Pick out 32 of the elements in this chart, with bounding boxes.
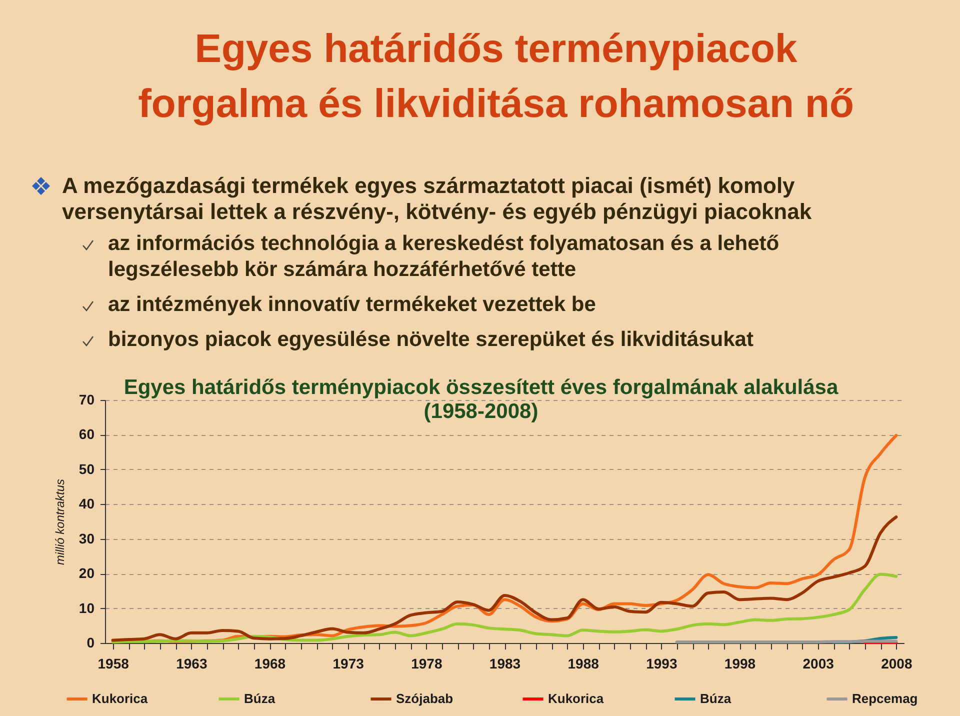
y-tick-label: 20 <box>78 565 95 582</box>
legend-label: Kukorica <box>92 691 148 706</box>
x-tick-label: 1988 <box>568 656 600 672</box>
x-tick-label: 1968 <box>254 656 286 672</box>
x-tick-label: 2003 <box>802 656 834 672</box>
legend-label: Búza <box>700 691 732 706</box>
text: bizonyos piacok egyesülése növelte szerepüket és likviditásukat <box>108 328 754 351</box>
x-tick-label: 1978 <box>411 656 442 672</box>
x-tick-label: 1963 <box>176 656 208 672</box>
text: A mezőgazdasági termékek egyes származtatott piacai (ismét) komoly versenytársai lettek a részvény-, kötvény- és egyéb pénzügyi piacoknak <box>62 173 812 224</box>
text: az információs technológia a kereskedést folyamatosan és a lehető legszélesebb kör számára hozzáférhetővé tette <box>108 232 780 281</box>
x-tick-label: 2008 <box>881 656 912 672</box>
x-tick-label: 1958 <box>98 656 130 672</box>
y-tick-label: 50 <box>78 460 95 477</box>
chart-subtitle: Egyes határidős terménypiacok összesített éves forgalmának alakulása (1958-2008) <box>122 376 840 424</box>
y-tick-label: 30 <box>78 530 95 546</box>
y-axis-title: millió kontraktus <box>52 478 67 566</box>
chart-title: Egyes határidős terménypiacok forgalma és likviditása rohamosan nő <box>137 26 855 128</box>
x-tick-label: 1973 <box>332 656 364 672</box>
y-tick-label: 10 <box>78 600 95 616</box>
x-tick-label: 1993 <box>646 656 678 672</box>
legend-label: Repcemag <box>852 691 918 706</box>
legend-label: Kukorica <box>548 691 604 706</box>
y-tick-label: 60 <box>78 426 95 442</box>
text: az intézmények innovatív termékeket vezettek be <box>108 293 596 316</box>
legend-label: Búza <box>244 691 276 706</box>
y-tick-label: 70 <box>78 392 95 408</box>
legend-label: Szójabab <box>396 691 454 706</box>
y-tick-label: 40 <box>78 496 95 512</box>
x-tick-label: 1998 <box>724 656 756 672</box>
y-tick-label: 0 <box>86 634 95 650</box>
x-tick-label: 1983 <box>489 656 521 672</box>
